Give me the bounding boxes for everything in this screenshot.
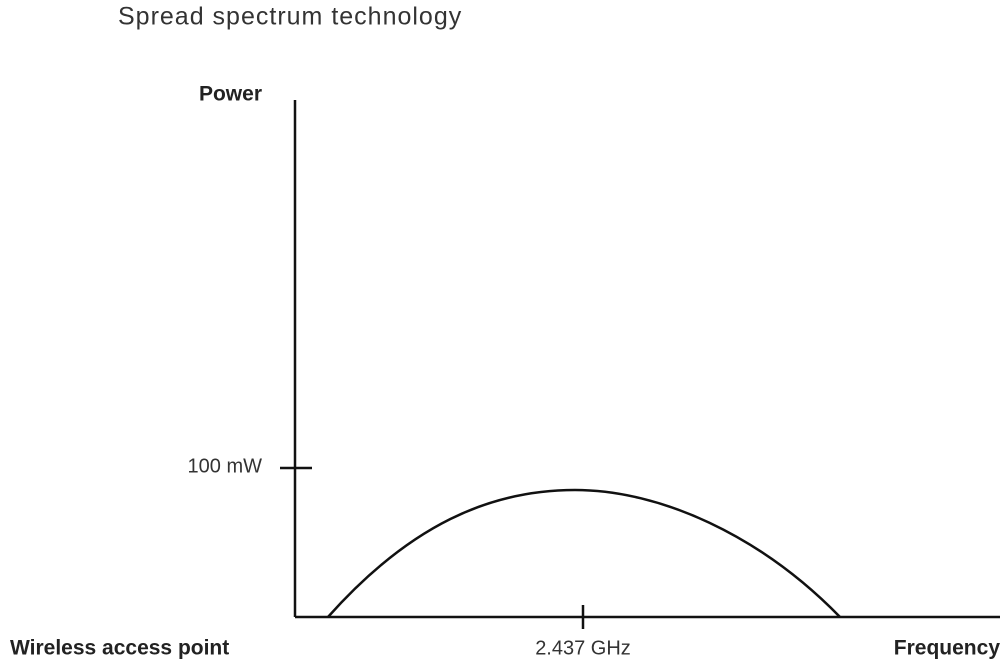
y-axis-label: Power [199,83,262,106]
x-tick-label: 2.437 GHz [535,637,631,659]
source-label: Wireless access point [10,637,229,660]
title: Spread spectrum technology [118,3,462,31]
spectrum-curve [327,488,841,618]
y-tick-label: 100 mW [188,455,263,477]
x-axis-label: Frequency [894,637,1001,660]
